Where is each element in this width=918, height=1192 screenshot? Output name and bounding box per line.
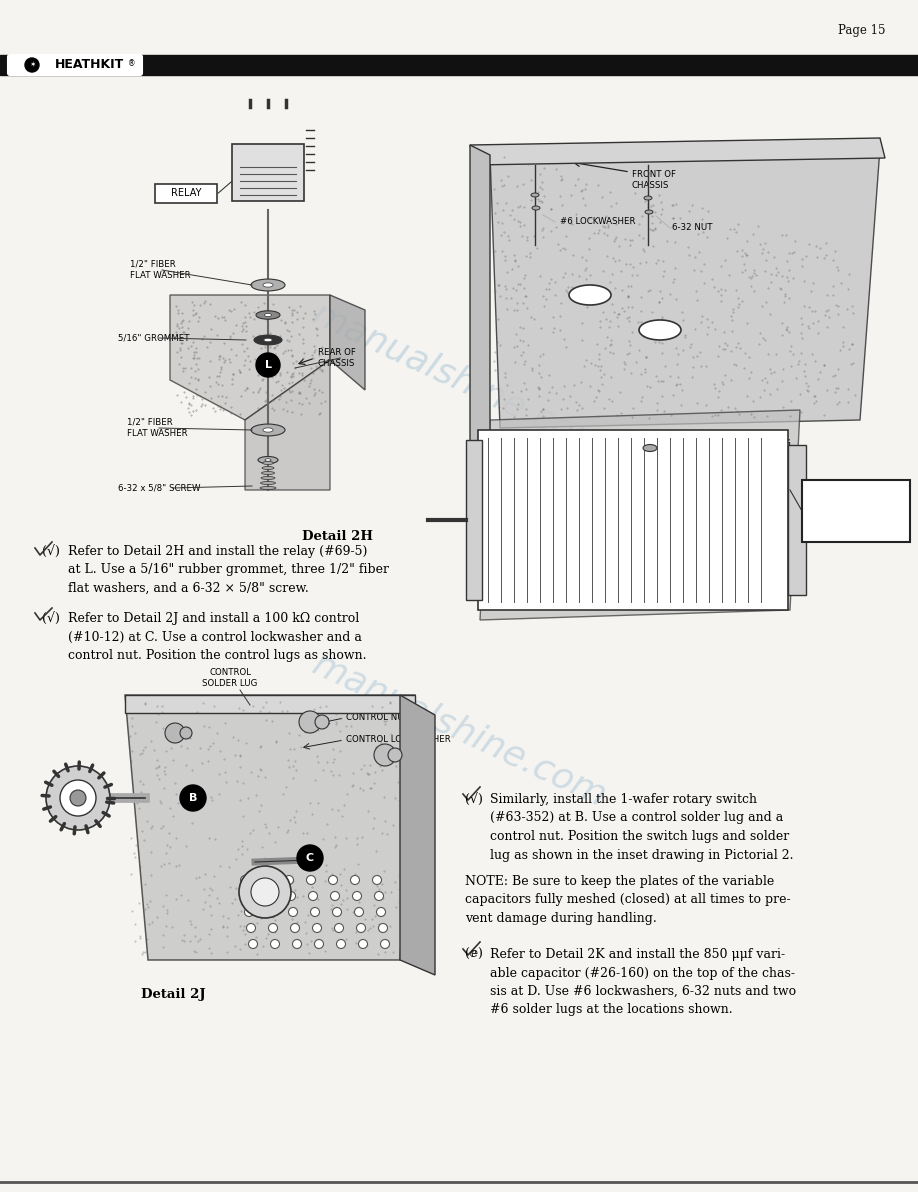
Circle shape (165, 724, 185, 743)
Circle shape (330, 892, 340, 900)
Bar (0, 55, 918, 75)
Text: ✶: ✶ (28, 61, 35, 69)
Circle shape (293, 939, 301, 949)
Ellipse shape (532, 206, 540, 210)
Ellipse shape (262, 466, 274, 470)
Circle shape (329, 875, 338, 884)
Text: Detail 2K: Detail 2K (625, 576, 695, 589)
Ellipse shape (251, 424, 285, 436)
Ellipse shape (569, 285, 611, 305)
Ellipse shape (263, 461, 274, 465)
Ellipse shape (644, 195, 652, 200)
Text: HEATHKIT: HEATHKIT (55, 58, 125, 72)
Circle shape (337, 939, 345, 949)
FancyBboxPatch shape (232, 144, 304, 201)
Circle shape (239, 867, 291, 918)
FancyBboxPatch shape (802, 480, 910, 542)
Text: (√): (√) (465, 793, 483, 806)
Polygon shape (470, 145, 490, 490)
FancyBboxPatch shape (8, 55, 142, 75)
Text: (ⅇ): (ⅇ) (465, 948, 483, 961)
Ellipse shape (639, 319, 681, 340)
Text: Refer to Detail 2H and install the relay (#69-5)
at L. Use a 5/16" rubber gromme: Refer to Detail 2H and install the relay… (68, 545, 389, 595)
Circle shape (263, 875, 272, 884)
Text: CONTROL LOCKWASHER: CONTROL LOCKWASHER (346, 735, 451, 745)
Ellipse shape (251, 279, 285, 291)
Bar (788, 445, 806, 595)
Circle shape (356, 924, 365, 932)
Circle shape (241, 875, 250, 884)
Text: (√): (√) (42, 545, 60, 558)
Text: #6 SOLDER LUG: #6 SOLDER LUG (720, 440, 791, 448)
Ellipse shape (254, 335, 282, 344)
Ellipse shape (645, 210, 653, 215)
Ellipse shape (263, 339, 273, 342)
Circle shape (315, 939, 323, 949)
Bar (478, 430, 788, 610)
Ellipse shape (643, 445, 657, 452)
Circle shape (242, 892, 252, 900)
Circle shape (25, 58, 39, 72)
Text: CONTROL
SOLDER LUG: CONTROL SOLDER LUG (202, 668, 258, 688)
Circle shape (180, 727, 192, 739)
Text: manualshine.com: manualshine.com (308, 647, 612, 813)
Circle shape (180, 786, 206, 811)
Text: Detail 2J: Detail 2J (140, 988, 206, 1001)
Circle shape (315, 715, 329, 730)
Circle shape (308, 892, 318, 900)
Circle shape (388, 749, 402, 762)
Polygon shape (470, 138, 885, 164)
Circle shape (266, 907, 275, 917)
Text: Page 15: Page 15 (838, 24, 886, 37)
Circle shape (290, 924, 299, 932)
Text: L: L (264, 360, 272, 370)
Ellipse shape (263, 283, 273, 287)
Circle shape (271, 939, 279, 949)
Circle shape (378, 924, 387, 932)
Polygon shape (245, 360, 330, 490)
Bar (466, 440, 482, 600)
Text: 850μF
VARIABLE
CAPACITOR: 850μF VARIABLE CAPACITOR (826, 492, 886, 530)
Circle shape (307, 875, 316, 884)
Circle shape (285, 875, 294, 884)
Circle shape (353, 892, 362, 900)
Circle shape (310, 907, 319, 917)
Circle shape (288, 907, 297, 917)
Text: Refer to Detail 2J and install a 100 kΩ control
(#10-12) at C. Use a control loc: Refer to Detail 2J and install a 100 kΩ … (68, 611, 366, 662)
Circle shape (373, 875, 382, 884)
Ellipse shape (264, 313, 272, 317)
Ellipse shape (265, 459, 271, 461)
Circle shape (332, 907, 341, 917)
Polygon shape (480, 410, 800, 620)
Polygon shape (330, 294, 365, 390)
Polygon shape (490, 148, 880, 428)
Circle shape (334, 924, 343, 932)
Circle shape (264, 892, 274, 900)
Text: B: B (189, 793, 197, 803)
Polygon shape (125, 695, 415, 713)
Ellipse shape (263, 428, 273, 433)
Circle shape (376, 907, 386, 917)
Circle shape (256, 353, 280, 377)
Circle shape (297, 845, 323, 871)
Circle shape (247, 924, 255, 932)
Text: NOTE: Be sure to keep the plates of the variable
capacitors fully meshed (closed: NOTE: Be sure to keep the plates of the … (465, 875, 790, 925)
Text: Similarly, install the 1-wafer rotary switch
(#63-352) at B. Use a control solde: Similarly, install the 1-wafer rotary sw… (490, 793, 793, 862)
Circle shape (244, 907, 253, 917)
Ellipse shape (261, 482, 275, 484)
Text: 6-32 NUT: 6-32 NUT (672, 224, 712, 232)
Text: FRONT OF
CHASSIS: FRONT OF CHASSIS (632, 170, 676, 190)
Circle shape (70, 790, 86, 806)
Text: C: C (306, 853, 314, 863)
Circle shape (286, 892, 296, 900)
Text: manualshine.com: manualshine.com (308, 297, 612, 464)
Circle shape (299, 710, 321, 733)
Text: #6 LOCKWASHER: #6 LOCKWASHER (560, 217, 635, 226)
Ellipse shape (261, 477, 275, 479)
Circle shape (251, 879, 279, 906)
Text: 6-32 x 5/8" SCREW: 6-32 x 5/8" SCREW (118, 484, 200, 492)
Text: (√): (√) (42, 611, 60, 625)
Ellipse shape (260, 486, 276, 490)
Circle shape (374, 744, 396, 766)
Polygon shape (400, 695, 435, 975)
